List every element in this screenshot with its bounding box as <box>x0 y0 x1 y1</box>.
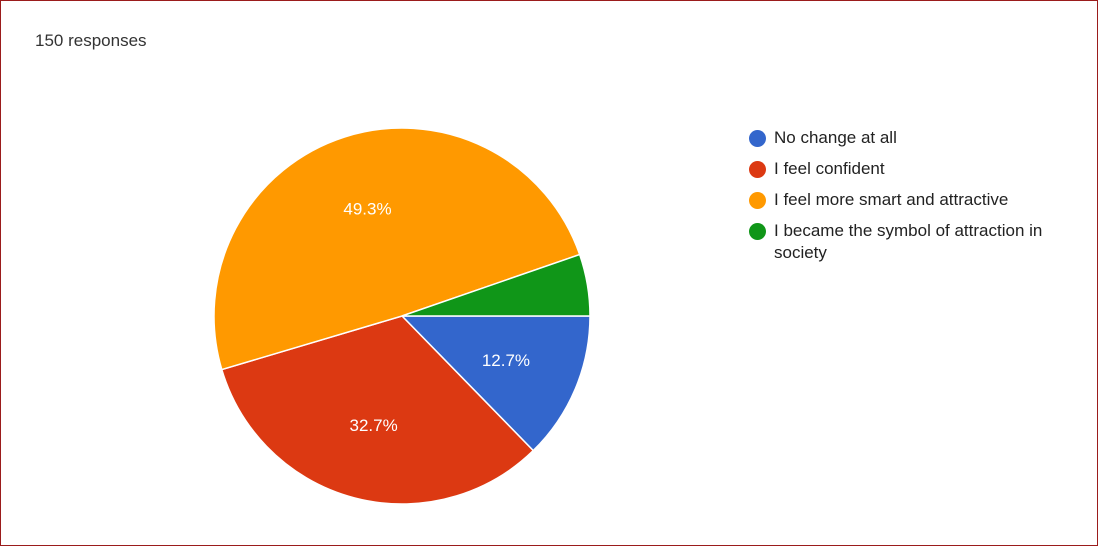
pie-slice-i-feel-confident[interactable] <box>220 315 535 505</box>
legend-item-no-change-at-all[interactable]: No change at all <box>749 127 1089 149</box>
chart-legend: No change at all I feel confident I feel m… <box>749 127 1089 273</box>
legend-item-i-feel-confident[interactable]: I feel confident <box>749 158 1089 180</box>
response-count: 150 responses <box>35 31 147 50</box>
slice-label-i-feel-more-smart-and-attractive: 49.3% <box>343 200 391 219</box>
pie-slice-no-change-at-all[interactable] <box>400 315 591 452</box>
legend-swatch-icon <box>749 130 766 147</box>
legend-label: No change at all <box>774 128 897 147</box>
pie-slice-i-feel-more-smart-and-attractive[interactable] <box>213 127 581 371</box>
legend-swatch-icon <box>749 223 766 240</box>
legend-item-i-feel-more-smart-and-attractive[interactable]: I feel more smart and attractive <box>749 189 1089 211</box>
legend-swatch-icon <box>749 192 766 209</box>
legend-item-i-became-the-symbol-of-attraction-in-society[interactable]: I became the symbol of attraction in soc… <box>749 220 1089 264</box>
slice-label-no-change-at-all: 12.7% <box>482 351 530 370</box>
legend-swatch-icon <box>749 161 766 178</box>
pie-slice-i-became-the-symbol-of-attraction-in-society[interactable] <box>401 253 591 317</box>
legend-label: I feel more smart and attractive <box>774 190 1009 209</box>
slice-label-i-feel-confident: 32.7% <box>350 416 398 435</box>
legend-label: I feel confident <box>774 159 885 178</box>
legend-label: I became the symbol of attraction in soc… <box>774 221 1043 262</box>
